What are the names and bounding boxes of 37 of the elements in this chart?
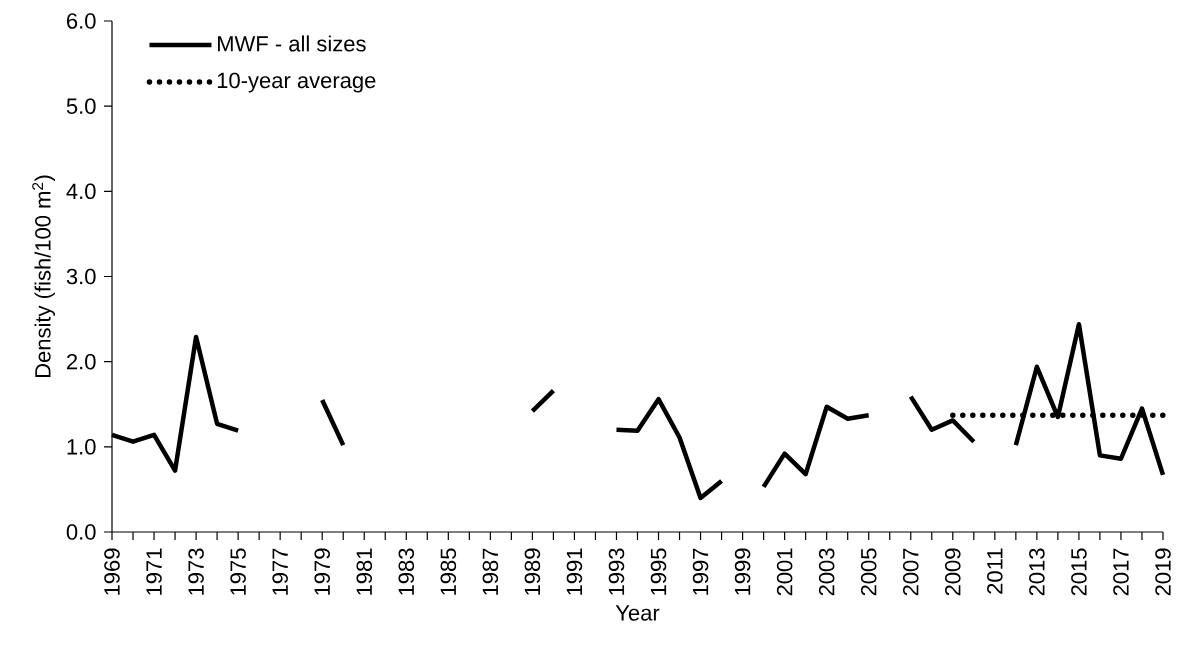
- y-tick-label: 5.0: [66, 98, 96, 114]
- legend-label: 10-year average: [217, 72, 376, 93]
- x-tick-label: 2019: [1155, 548, 1171, 596]
- x-tick-label: 2015: [1071, 548, 1087, 596]
- x-tick-label: 2005: [860, 548, 877, 596]
- x-tick-label: 1969: [104, 548, 120, 595]
- x-tick-label: 2017: [1113, 548, 1129, 596]
- y-tick-label: 6.0: [67, 13, 96, 29]
- y-tick-label: 4.0: [66, 183, 96, 200]
- x-tick-label: 1977: [272, 548, 288, 595]
- x-tick-label: 1973: [188, 548, 204, 595]
- x-tick-label: 2001: [776, 548, 793, 596]
- x-tick-label: 2011: [987, 548, 1003, 594]
- x-tick-label: 2007: [902, 548, 919, 596]
- x-tick-label: 1985: [440, 548, 457, 595]
- x-tick-label: 1975: [230, 548, 246, 595]
- x-tick-label: 1971: [146, 548, 162, 595]
- x-tick-label: 2013: [1029, 548, 1045, 596]
- x-tick-label: 1997: [692, 548, 709, 595]
- x-tick-label: 1981: [356, 548, 373, 595]
- x-tick-label: 1993: [608, 548, 625, 595]
- y-tick-label: 1.0: [67, 439, 96, 455]
- legend-label: MWF - all sizes: [218, 35, 366, 52]
- x-tick-label: 2009: [945, 548, 961, 596]
- y-tick-label: 0.0: [66, 524, 96, 540]
- x-tick-label: 1983: [398, 548, 415, 595]
- x-tick-label: 1987: [482, 548, 499, 595]
- x-tick-label: 1979: [314, 548, 330, 595]
- x-tick-label: 1989: [524, 548, 541, 595]
- x-tick-label: 1995: [650, 548, 667, 595]
- y-tick-label: 3.0: [66, 268, 96, 285]
- x-tick-label: 1999: [734, 548, 751, 595]
- y-axis-title: Density (fish/100 m$^{2}$): [32, 175, 56, 378]
- x-axis-title: Year: [615, 605, 660, 621]
- x-tick-label: 2003: [818, 548, 835, 596]
- x-tick-label: 1991: [566, 548, 583, 595]
- y-tick-label: 2.0: [66, 353, 96, 370]
